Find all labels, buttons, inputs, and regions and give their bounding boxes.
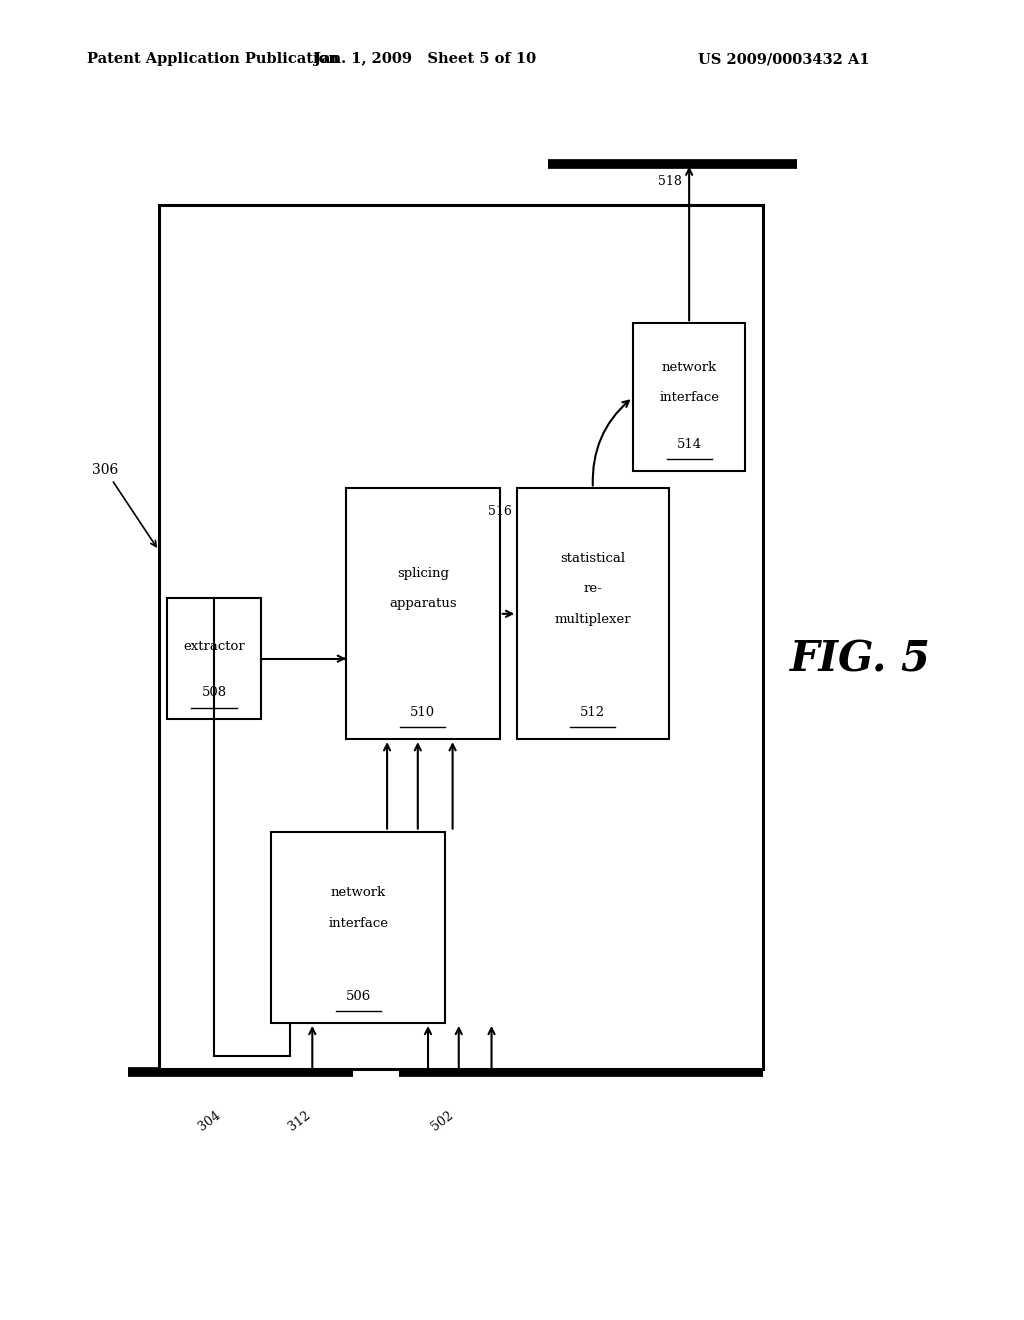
Bar bbox=[517, 488, 669, 739]
Text: splicing: splicing bbox=[397, 568, 449, 579]
Text: network: network bbox=[662, 360, 717, 374]
Text: 304: 304 bbox=[197, 1109, 223, 1133]
Bar bbox=[346, 488, 500, 739]
Text: 508: 508 bbox=[202, 686, 226, 700]
Text: 502: 502 bbox=[429, 1109, 456, 1133]
Text: interface: interface bbox=[659, 391, 719, 404]
Bar bbox=[633, 323, 745, 471]
Text: 306: 306 bbox=[92, 463, 156, 546]
Text: multiplexer: multiplexer bbox=[555, 612, 631, 626]
Text: 516: 516 bbox=[488, 504, 512, 517]
Text: network: network bbox=[331, 887, 386, 899]
Text: 518: 518 bbox=[658, 174, 682, 187]
Text: interface: interface bbox=[329, 917, 388, 929]
Text: 312: 312 bbox=[286, 1109, 312, 1133]
Text: 510: 510 bbox=[411, 706, 435, 719]
Text: 506: 506 bbox=[346, 990, 371, 1003]
Text: extractor: extractor bbox=[183, 640, 245, 653]
Text: US 2009/0003432 A1: US 2009/0003432 A1 bbox=[697, 53, 869, 66]
Bar bbox=[167, 598, 261, 719]
Text: Patent Application Publication: Patent Application Publication bbox=[87, 53, 339, 66]
Text: 512: 512 bbox=[581, 706, 605, 719]
Bar bbox=[271, 832, 445, 1023]
Text: apparatus: apparatus bbox=[389, 598, 457, 610]
Text: re-: re- bbox=[584, 582, 602, 595]
Text: Jan. 1, 2009   Sheet 5 of 10: Jan. 1, 2009 Sheet 5 of 10 bbox=[314, 53, 536, 66]
Text: FIG. 5: FIG. 5 bbox=[790, 639, 931, 681]
Bar bbox=[159, 205, 763, 1069]
Text: 514: 514 bbox=[677, 438, 701, 451]
Text: statistical: statistical bbox=[560, 552, 626, 565]
